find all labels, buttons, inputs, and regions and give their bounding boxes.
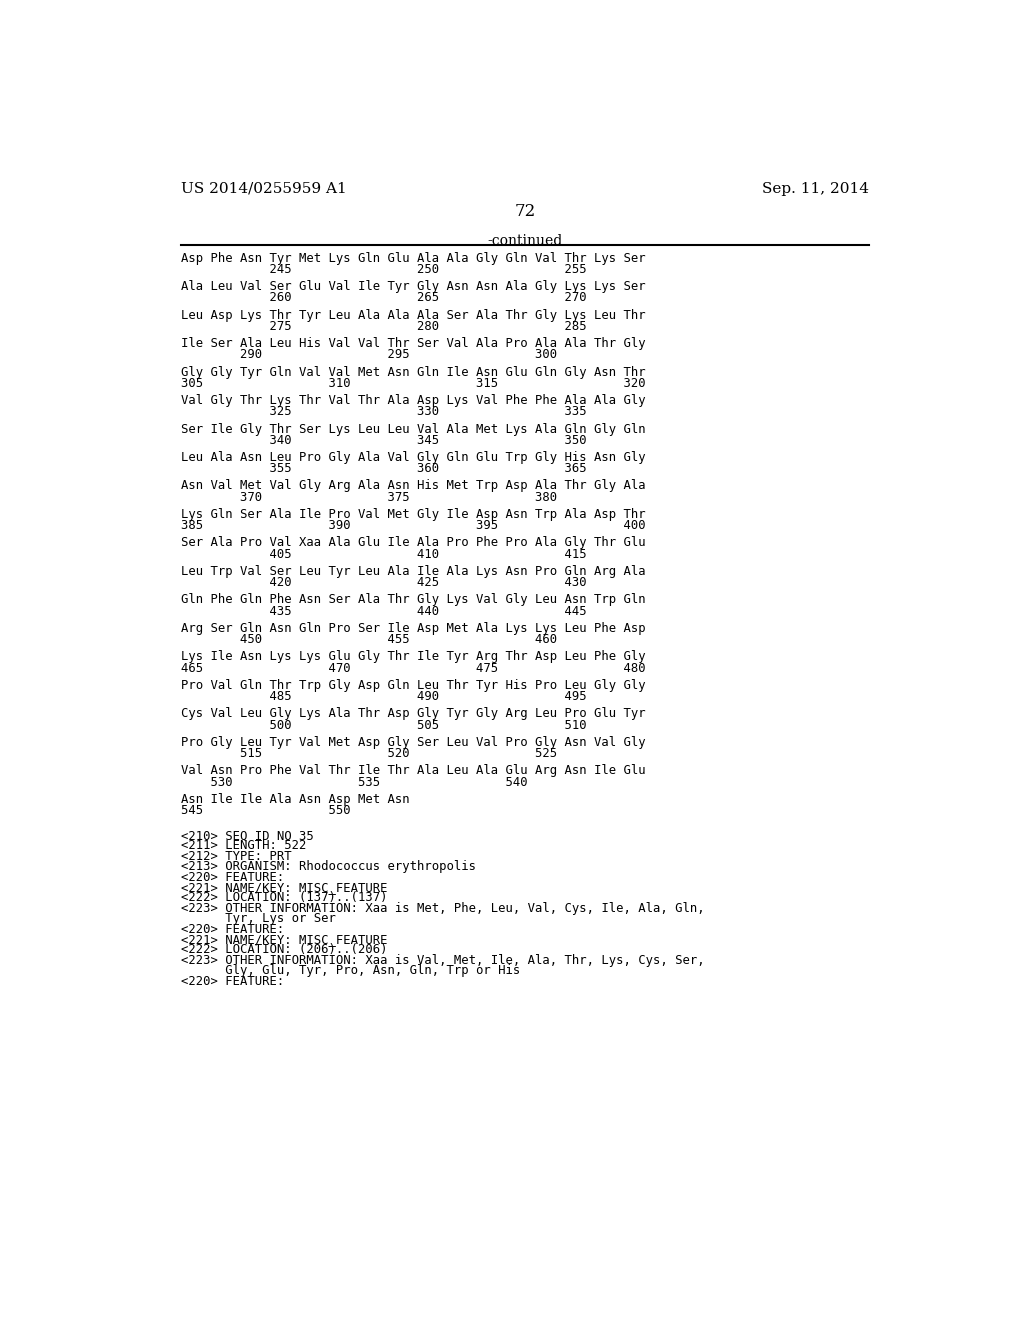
- Text: Ser Ile Gly Thr Ser Lys Leu Leu Val Ala Met Lys Ala Gln Gly Gln: Ser Ile Gly Thr Ser Lys Leu Leu Val Ala …: [180, 422, 645, 436]
- Text: Leu Ala Asn Leu Pro Gly Ala Val Gly Gln Glu Trp Gly His Asn Gly: Leu Ala Asn Leu Pro Gly Ala Val Gly Gln …: [180, 451, 645, 465]
- Text: Lys Ile Asn Lys Lys Glu Gly Thr Ile Tyr Arg Thr Asp Leu Phe Gly: Lys Ile Asn Lys Lys Glu Gly Thr Ile Tyr …: [180, 651, 645, 664]
- Text: Lys Gln Ser Ala Ile Pro Val Met Gly Ile Asp Asn Trp Ala Asp Thr: Lys Gln Ser Ala Ile Pro Val Met Gly Ile …: [180, 508, 645, 521]
- Text: 385                 390                 395                 400: 385 390 395 400: [180, 519, 645, 532]
- Text: <211> LENGTH: 522: <211> LENGTH: 522: [180, 840, 306, 853]
- Text: 515                 520                 525: 515 520 525: [180, 747, 557, 760]
- Text: Leu Trp Val Ser Leu Tyr Leu Ala Ile Ala Lys Asn Pro Gln Arg Ala: Leu Trp Val Ser Leu Tyr Leu Ala Ile Ala …: [180, 565, 645, 578]
- Text: <213> ORGANISM: Rhodococcus erythropolis: <213> ORGANISM: Rhodococcus erythropolis: [180, 861, 476, 874]
- Text: 370                 375                 380: 370 375 380: [180, 491, 557, 504]
- Text: 450                 455                 460: 450 455 460: [180, 634, 557, 645]
- Text: 435                 440                 445: 435 440 445: [180, 605, 587, 618]
- Text: Sep. 11, 2014: Sep. 11, 2014: [762, 182, 869, 195]
- Text: Pro Gly Leu Tyr Val Met Asp Gly Ser Leu Val Pro Gly Asn Val Gly: Pro Gly Leu Tyr Val Met Asp Gly Ser Leu …: [180, 737, 645, 748]
- Text: Val Asn Pro Phe Val Thr Ile Thr Ala Leu Ala Glu Arg Asn Ile Glu: Val Asn Pro Phe Val Thr Ile Thr Ala Leu …: [180, 764, 645, 777]
- Text: <222> LOCATION: (206)..(206): <222> LOCATION: (206)..(206): [180, 944, 387, 957]
- Text: Leu Asp Lys Thr Tyr Leu Ala Ala Ala Ser Ala Thr Gly Lys Leu Thr: Leu Asp Lys Thr Tyr Leu Ala Ala Ala Ser …: [180, 309, 645, 322]
- Text: Gly Gly Tyr Gln Val Val Met Asn Gln Ile Asn Glu Gln Gly Asn Thr: Gly Gly Tyr Gln Val Val Met Asn Gln Ile …: [180, 366, 645, 379]
- Text: 275                 280                 285: 275 280 285: [180, 319, 587, 333]
- Text: -continued: -continued: [487, 234, 562, 248]
- Text: Gln Phe Gln Phe Asn Ser Ala Thr Gly Lys Val Gly Leu Asn Trp Gln: Gln Phe Gln Phe Asn Ser Ala Thr Gly Lys …: [180, 594, 645, 606]
- Text: 420                 425                 430: 420 425 430: [180, 576, 587, 589]
- Text: Ser Ala Pro Val Xaa Ala Glu Ile Ala Pro Phe Pro Ala Gly Thr Glu: Ser Ala Pro Val Xaa Ala Glu Ile Ala Pro …: [180, 536, 645, 549]
- Text: 72: 72: [514, 203, 536, 220]
- Text: Tyr, Lys or Ser: Tyr, Lys or Ser: [180, 912, 336, 925]
- Text: 500                 505                 510: 500 505 510: [180, 718, 587, 731]
- Text: 260                 265                 270: 260 265 270: [180, 292, 587, 304]
- Text: <222> LOCATION: (137)..(137): <222> LOCATION: (137)..(137): [180, 891, 387, 904]
- Text: Gly, Glu, Tyr, Pro, Asn, Gln, Trp or His: Gly, Glu, Tyr, Pro, Asn, Gln, Trp or His: [180, 964, 520, 977]
- Text: <221> NAME/KEY: MISC_FEATURE: <221> NAME/KEY: MISC_FEATURE: [180, 880, 387, 894]
- Text: 340                 345                 350: 340 345 350: [180, 434, 587, 446]
- Text: <220> FEATURE:: <220> FEATURE:: [180, 871, 284, 883]
- Text: 530                 535                 540: 530 535 540: [180, 776, 527, 788]
- Text: 465                 470                 475                 480: 465 470 475 480: [180, 661, 645, 675]
- Text: 245                 250                 255: 245 250 255: [180, 263, 587, 276]
- Text: Cys Val Leu Gly Lys Ala Thr Asp Gly Tyr Gly Arg Leu Pro Glu Tyr: Cys Val Leu Gly Lys Ala Thr Asp Gly Tyr …: [180, 708, 645, 721]
- Text: 485                 490                 495: 485 490 495: [180, 690, 587, 704]
- Text: <210> SEQ ID NO 35: <210> SEQ ID NO 35: [180, 829, 313, 842]
- Text: Pro Val Gln Thr Trp Gly Asp Gln Leu Thr Tyr His Pro Leu Gly Gly: Pro Val Gln Thr Trp Gly Asp Gln Leu Thr …: [180, 678, 645, 692]
- Text: Arg Ser Gln Asn Gln Pro Ser Ile Asp Met Ala Lys Lys Leu Phe Asp: Arg Ser Gln Asn Gln Pro Ser Ile Asp Met …: [180, 622, 645, 635]
- Text: 290                 295                 300: 290 295 300: [180, 348, 557, 362]
- Text: 325                 330                 335: 325 330 335: [180, 405, 587, 418]
- Text: Ala Leu Val Ser Glu Val Ile Tyr Gly Asn Asn Ala Gly Lys Lys Ser: Ala Leu Val Ser Glu Val Ile Tyr Gly Asn …: [180, 280, 645, 293]
- Text: <220> FEATURE:: <220> FEATURE:: [180, 974, 284, 987]
- Text: Val Gly Thr Lys Thr Val Thr Ala Asp Lys Val Phe Phe Ala Ala Gly: Val Gly Thr Lys Thr Val Thr Ala Asp Lys …: [180, 395, 645, 407]
- Text: US 2014/0255959 A1: US 2014/0255959 A1: [180, 182, 346, 195]
- Text: Asn Ile Ile Ala Asn Asp Met Asn: Asn Ile Ile Ala Asn Asp Met Asn: [180, 793, 410, 807]
- Text: Asp Phe Asn Tyr Met Lys Gln Glu Ala Ala Gly Gln Val Thr Lys Ser: Asp Phe Asn Tyr Met Lys Gln Glu Ala Ala …: [180, 252, 645, 264]
- Text: Ile Ser Ala Leu His Val Val Thr Ser Val Ala Pro Ala Ala Thr Gly: Ile Ser Ala Leu His Val Val Thr Ser Val …: [180, 337, 645, 350]
- Text: <223> OTHER INFORMATION: Xaa is Val, Met, Ile, Ala, Thr, Lys, Cys, Ser,: <223> OTHER INFORMATION: Xaa is Val, Met…: [180, 954, 705, 966]
- Text: 355                 360                 365: 355 360 365: [180, 462, 587, 475]
- Text: 545                 550: 545 550: [180, 804, 350, 817]
- Text: <223> OTHER INFORMATION: Xaa is Met, Phe, Leu, Val, Cys, Ile, Ala, Gln,: <223> OTHER INFORMATION: Xaa is Met, Phe…: [180, 902, 705, 915]
- Text: 405                 410                 415: 405 410 415: [180, 548, 587, 561]
- Text: Asn Val Met Val Gly Arg Ala Asn His Met Trp Asp Ala Thr Gly Ala: Asn Val Met Val Gly Arg Ala Asn His Met …: [180, 479, 645, 492]
- Text: <220> FEATURE:: <220> FEATURE:: [180, 923, 284, 936]
- Text: <221> NAME/KEY: MISC_FEATURE: <221> NAME/KEY: MISC_FEATURE: [180, 933, 387, 946]
- Text: <212> TYPE: PRT: <212> TYPE: PRT: [180, 850, 291, 863]
- Text: 305                 310                 315                 320: 305 310 315 320: [180, 376, 645, 389]
